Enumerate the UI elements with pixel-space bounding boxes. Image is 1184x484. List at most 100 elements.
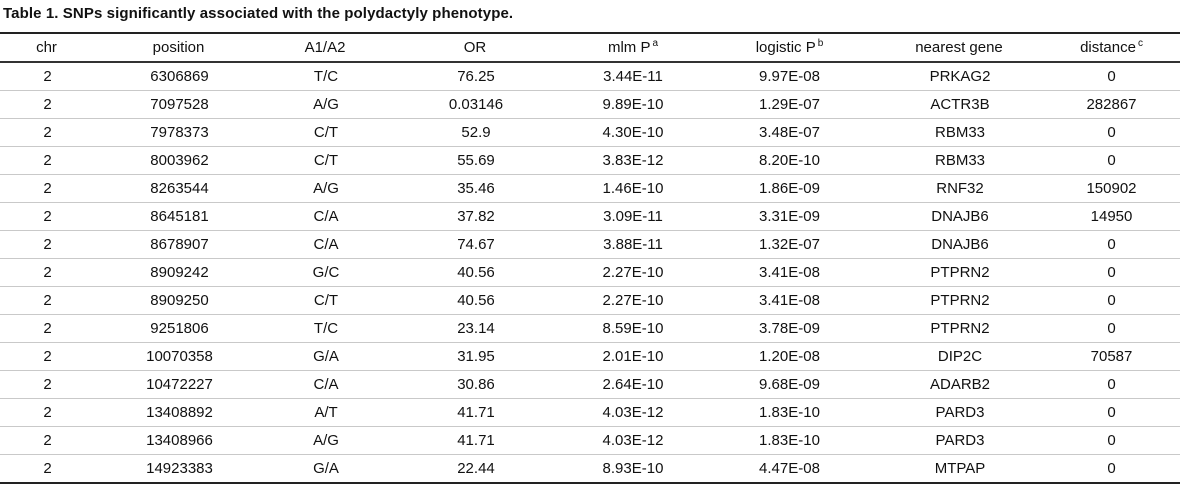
cell-chr: 2 — [0, 62, 95, 91]
cell-distance: 70587 — [1043, 342, 1180, 371]
table-row: 2 8678907 C/A 74.67 3.88E-11 1.32E-07 DNAJB6 0 — [0, 230, 1180, 259]
cell-chr: 2 — [0, 174, 95, 203]
header-or: OR — [388, 32, 564, 63]
cell-position: 10472227 — [95, 370, 264, 399]
cell-mlm-p: 1.46E-10 — [564, 174, 702, 203]
cell-mlm-p: 4.03E-12 — [564, 398, 702, 427]
cell-distance: 0 — [1043, 398, 1180, 427]
cell-logistic-p: 3.41E-08 — [702, 286, 877, 315]
table-row: 2 14923383 G/A 22.44 8.93E-10 4.47E-08 MTPAP 0 — [0, 454, 1180, 484]
cell-alleles: C/A — [264, 230, 388, 259]
cell-distance: 0 — [1043, 62, 1180, 91]
cell-nearest-gene: RBM33 — [877, 118, 1043, 147]
table-row: 2 8003962 C/T 55.69 3.83E-12 8.20E-10 RBM33 0 — [0, 146, 1180, 175]
cell-logistic-p: 9.97E-08 — [702, 62, 877, 91]
cell-logistic-p: 3.78E-09 — [702, 314, 877, 343]
table-row: 2 7097528 A/G 0.03146 9.89E-10 1.29E-07 ACTR3B… — [0, 90, 1180, 119]
cell-distance: 150902 — [1043, 174, 1180, 203]
cell-distance: 282867 — [1043, 90, 1180, 119]
cell-nearest-gene: PTPRN2 — [877, 314, 1043, 343]
cell-chr: 2 — [0, 258, 95, 287]
cell-nearest-gene: DNAJB6 — [877, 202, 1043, 231]
cell-distance: 0 — [1043, 230, 1180, 259]
cell-or: 55.69 — [388, 146, 564, 175]
cell-chr: 2 — [0, 426, 95, 455]
cell-alleles: T/C — [264, 62, 388, 91]
cell-or: 35.46 — [388, 174, 564, 203]
cell-logistic-p: 9.68E-09 — [702, 370, 877, 399]
cell-distance: 0 — [1043, 286, 1180, 315]
cell-or: 76.25 — [388, 62, 564, 91]
cell-chr: 2 — [0, 342, 95, 371]
cell-chr: 2 — [0, 90, 95, 119]
cell-alleles: T/C — [264, 314, 388, 343]
table-row: 2 8645181 C/A 37.82 3.09E-11 3.31E-09 DNAJB6 14… — [0, 202, 1180, 231]
cell-chr: 2 — [0, 370, 95, 399]
cell-alleles: A/T — [264, 398, 388, 427]
cell-distance: 0 — [1043, 370, 1180, 399]
cell-mlm-p: 3.44E-11 — [564, 62, 702, 91]
cell-logistic-p: 1.83E-10 — [702, 426, 877, 455]
header-alleles: A1/A2 — [264, 32, 388, 63]
cell-alleles: C/T — [264, 118, 388, 147]
cell-distance: 0 — [1043, 118, 1180, 147]
cell-chr: 2 — [0, 314, 95, 343]
cell-mlm-p: 8.59E-10 — [564, 314, 702, 343]
cell-mlm-p: 2.27E-10 — [564, 286, 702, 315]
cell-logistic-p: 8.20E-10 — [702, 146, 877, 175]
cell-nearest-gene: ADARB2 — [877, 370, 1043, 399]
cell-or: 41.71 — [388, 398, 564, 427]
cell-distance: 0 — [1043, 454, 1180, 484]
cell-nearest-gene: PARD3 — [877, 398, 1043, 427]
table-row: 2 8909242 G/C 40.56 2.27E-10 3.41E-08 PTPRN2 0 — [0, 258, 1180, 287]
table-row: 2 8263544 A/G 35.46 1.46E-10 1.86E-09 RNF32 150… — [0, 174, 1180, 203]
cell-chr: 2 — [0, 286, 95, 315]
cell-distance: 0 — [1043, 426, 1180, 455]
cell-chr: 2 — [0, 118, 95, 147]
cell-logistic-p: 3.41E-08 — [702, 258, 877, 287]
cell-distance: 0 — [1043, 314, 1180, 343]
cell-position: 8909242 — [95, 258, 264, 287]
cell-mlm-p: 2.27E-10 — [564, 258, 702, 287]
table-caption: Table 1. SNPs significantly associated w… — [3, 5, 514, 22]
cell-alleles: G/C — [264, 258, 388, 287]
cell-mlm-p: 3.09E-11 — [564, 202, 702, 231]
cell-or: 40.56 — [388, 258, 564, 287]
cell-nearest-gene: MTPAP — [877, 454, 1043, 484]
table-row: 2 7978373 C/T 52.9 4.30E-10 3.48E-07 RBM33 0 — [0, 118, 1180, 147]
cell-mlm-p: 4.03E-12 — [564, 426, 702, 455]
cell-alleles: A/G — [264, 426, 388, 455]
cell-position: 8003962 — [95, 146, 264, 175]
cell-alleles: C/T — [264, 146, 388, 175]
table-row: 2 6306869 T/C 76.25 3.44E-11 9.97E-08 PRKAG2 0 — [0, 62, 1180, 91]
table-row: 2 10472227 C/A 30.86 2.64E-10 9.68E-09 ADARB2 0 — [0, 370, 1180, 399]
cell-nearest-gene: PTPRN2 — [877, 258, 1043, 287]
cell-or: 41.71 — [388, 426, 564, 455]
cell-alleles: A/G — [264, 90, 388, 119]
cell-alleles: G/A — [264, 454, 388, 484]
cell-mlm-p: 2.64E-10 — [564, 370, 702, 399]
cell-position: 14923383 — [95, 454, 264, 484]
cell-position: 13408892 — [95, 398, 264, 427]
cell-position: 13408966 — [95, 426, 264, 455]
header-nearest-gene: nearest gene — [877, 32, 1043, 63]
cell-logistic-p: 1.32E-07 — [702, 230, 877, 259]
cell-alleles: C/A — [264, 202, 388, 231]
cell-mlm-p: 9.89E-10 — [564, 90, 702, 119]
cell-nearest-gene: DNAJB6 — [877, 230, 1043, 259]
cell-or: 37.82 — [388, 202, 564, 231]
cell-or: 31.95 — [388, 342, 564, 371]
cell-alleles: A/G — [264, 174, 388, 203]
cell-position: 8263544 — [95, 174, 264, 203]
cell-position: 8645181 — [95, 202, 264, 231]
cell-chr: 2 — [0, 146, 95, 175]
cell-logistic-p: 1.29E-07 — [702, 90, 877, 119]
cell-position: 6306869 — [95, 62, 264, 91]
cell-chr: 2 — [0, 202, 95, 231]
cell-logistic-p: 3.31E-09 — [702, 202, 877, 231]
cell-logistic-p: 4.47E-08 — [702, 454, 877, 484]
cell-or: 30.86 — [388, 370, 564, 399]
